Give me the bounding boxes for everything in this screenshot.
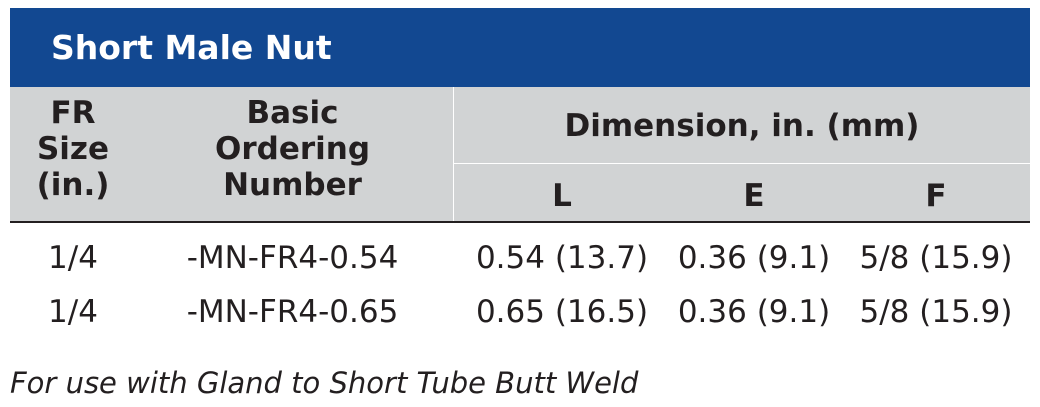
cell-dimension-l: 0.65 (16.5) [475,294,649,330]
cell-dimension-l: 0.54 (13.7) [475,240,649,276]
header-divider-vertical [453,87,454,222]
header-dimension-f: F [925,178,947,214]
cell-dimension-f: 5/8 (15.9) [859,240,1013,276]
cell-dimension-f: 5/8 (15.9) [859,294,1013,330]
header-fr-size-line: (in.) [36,167,110,203]
header-dimension-e: E [743,178,765,214]
header-ordering-number: Basic Ordering Number [170,95,415,203]
header-fr-size-line: FR [50,95,96,131]
cell-ordering-number: -MN-FR4-0.65 [186,294,399,330]
header-ordering-number-line: Basic [246,95,339,131]
header-fr-size: FR Size (in.) [20,95,126,203]
header-divider-dimension [454,163,1030,164]
table-header [10,87,1030,222]
cell-fr-size: 1/4 [48,294,98,330]
header-bottom-rule [10,221,1030,223]
cell-dimension-e: 0.36 (9.1) [677,240,831,276]
header-ordering-number-line: Ordering [214,131,371,167]
table-title-bar: Short Male Nut [10,8,1030,87]
table-title: Short Male Nut [51,28,332,67]
cell-fr-size: 1/4 [48,240,98,276]
header-dimension-group: Dimension, in. (mm) [564,108,920,144]
header-fr-size-line: Size [36,131,110,167]
header-ordering-number-line: Number [223,167,362,203]
footnote: For use with Gland to Short Tube Butt We… [10,366,639,400]
header-dimension-l: L [552,178,572,214]
cell-ordering-number: -MN-FR4-0.54 [186,240,399,276]
cell-dimension-e: 0.36 (9.1) [677,294,831,330]
